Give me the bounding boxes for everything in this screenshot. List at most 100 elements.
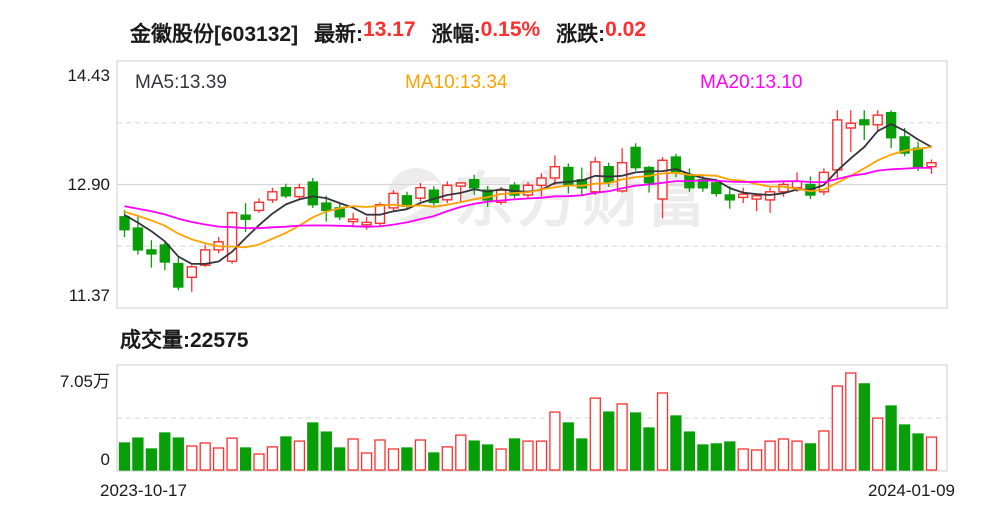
volume-bar [670,415,682,471]
price-axis-mid: 12.90 [67,175,110,194]
volume-bar [468,440,480,471]
change-group: 涨跌: 0.02 [556,18,646,48]
candle [347,218,359,223]
candle [872,114,883,126]
volume-bar [401,447,413,471]
volume-bar [589,397,601,471]
volume-bar [535,440,548,471]
volume-bar [118,442,131,471]
ma5-legend: MA5:13.39 [135,72,227,93]
volume-bar [885,405,897,471]
change-label: 涨跌: [556,23,606,46]
candle [415,186,426,199]
volume-bar [508,438,521,471]
volume-bar [145,448,158,471]
candle [146,249,157,255]
volume-bar [253,453,265,471]
volume-bar [576,438,588,471]
candle [670,156,682,173]
volume-bar [239,447,252,471]
candle [724,194,735,201]
candlestick-layer [119,110,937,292]
volume-bar [898,424,911,471]
candle [603,165,614,183]
candle [442,184,453,201]
candle [912,147,924,168]
candle [791,180,803,189]
volume-bar [777,438,790,471]
grid-layer [116,60,948,472]
ma20-legend: MA20:13.10 [700,72,803,93]
candle [159,244,171,263]
change-pct-label: 涨幅: [431,23,481,46]
volume-bar [683,431,696,471]
volume-bar [307,422,319,471]
candle [738,193,749,199]
volume-bar [845,372,857,471]
candle [267,191,278,201]
candle [186,266,198,278]
volume-layer [118,372,938,471]
volume-bar [603,411,615,471]
candle [845,122,856,129]
price-axis-top: 14.43 [67,66,110,85]
candle [563,166,574,186]
volume-bar [656,392,669,471]
volume-bar [132,437,144,471]
candle [899,136,910,154]
volume-axis-bottom: 0 [100,450,110,469]
ma20-line [124,166,932,230]
volume-bar [212,447,225,471]
change-value: 0.02 [605,18,647,41]
candle [361,221,372,226]
volume-bar [831,385,843,471]
volume-bar [764,440,776,471]
latest-value: 13.17 [363,18,416,41]
volume-bar [441,446,453,471]
volume-bar [629,412,642,471]
volume-bar [724,441,736,471]
volume-bar [374,439,386,471]
candle [859,119,870,126]
candle [307,181,318,206]
volume-bar [804,443,817,471]
candle [132,227,144,251]
volume-bar [791,440,803,471]
volume-bar [481,444,494,471]
volume-bar [495,448,507,471]
volume-bar [334,447,346,471]
volume-bar [697,444,709,471]
candle [482,189,493,201]
volume-bar [858,383,870,471]
candle [832,119,843,171]
volume-bar [912,433,924,471]
volume-bar [360,452,373,471]
change-pct-value: 0.15% [480,18,541,41]
candle [294,186,305,198]
candle [522,184,534,196]
header: 金徽股份[603132] 最新: 13.17 涨幅: 0.15% 涨跌: 0.02 [130,18,646,48]
candle [119,216,130,231]
volume-bar [562,422,574,471]
volume-bar [226,437,238,471]
candle [226,212,238,262]
volume-bar [872,417,884,471]
volume-bar [925,436,938,471]
volume-bar [643,427,655,471]
volume-bar [347,438,359,471]
volume-bar [414,439,427,471]
candle [253,201,265,212]
candle [428,189,439,203]
volume-bar [320,431,332,471]
candle [751,195,762,200]
candle [778,183,789,193]
change-pct-group: 涨幅: 0.15% [432,18,541,48]
stock-title: 金徽股份[603132] [130,23,299,46]
volume-bar [750,449,763,471]
latest-price-group: 最新: 13.17 [314,18,416,48]
volume-axis-top: 7.05万 [59,372,110,391]
ma10-legend: MA10:13.34 [405,72,508,93]
volume-title: 成交量:22575 [120,329,249,352]
